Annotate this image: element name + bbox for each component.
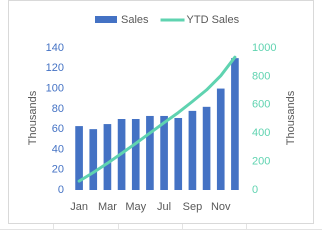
y-tick-label: 120 xyxy=(46,62,64,74)
x-tick-label: Mar xyxy=(98,201,117,213)
x-tick-label: May xyxy=(125,201,146,213)
bar xyxy=(216,88,225,190)
bar xyxy=(202,106,211,190)
bar xyxy=(174,117,183,190)
x-tick-label: Sep xyxy=(183,201,203,213)
bar xyxy=(160,115,168,190)
x-tick-label: Jul xyxy=(157,201,171,213)
bar xyxy=(146,115,154,190)
y2-tick-label: 200 xyxy=(252,156,270,168)
y-tick-label: 100 xyxy=(46,82,64,94)
y2-axis-title: Thousands xyxy=(285,90,297,145)
y-tick-label: 60 xyxy=(52,123,64,135)
legend-label: YTD Sales xyxy=(187,14,240,26)
y-tick-label: 20 xyxy=(52,164,64,176)
y-tick-label: 140 xyxy=(46,42,64,54)
y2-tick-label: 800 xyxy=(252,70,270,82)
legend-swatch xyxy=(95,16,117,23)
y2-tick-label: 400 xyxy=(252,127,270,139)
bar xyxy=(103,124,112,190)
line xyxy=(77,55,237,183)
bar xyxy=(231,58,239,191)
y2-tick-label: 1000 xyxy=(252,42,276,54)
bar xyxy=(188,110,197,190)
sheet-grid xyxy=(0,224,322,230)
x-tick-label: Jan xyxy=(70,201,88,213)
y2-tick-label: 0 xyxy=(252,184,258,196)
y-tick-label: 40 xyxy=(52,143,64,155)
y-tick-label: 80 xyxy=(52,103,64,115)
y-axis-title: Thousands xyxy=(27,90,39,145)
x-tick-label: Nov xyxy=(211,201,231,213)
legend-label: Sales xyxy=(121,14,149,26)
y2-tick-label: 600 xyxy=(252,99,270,111)
bar xyxy=(131,119,140,190)
bar xyxy=(89,129,98,190)
y-tick-label: 0 xyxy=(58,184,64,196)
chart: Thousands Thousands 0 20 40 60 80 100 120 140 0 2… xyxy=(0,0,322,230)
bar xyxy=(75,126,83,190)
